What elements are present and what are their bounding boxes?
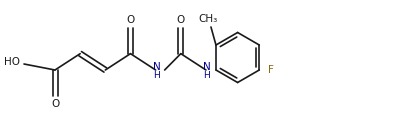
- Text: CH₃: CH₃: [198, 14, 217, 24]
- Text: O: O: [51, 99, 59, 109]
- Text: F: F: [268, 65, 274, 75]
- Text: H: H: [153, 70, 160, 79]
- Text: O: O: [126, 15, 134, 25]
- Text: O: O: [177, 15, 185, 25]
- Text: N: N: [153, 62, 160, 72]
- Text: N: N: [203, 62, 211, 72]
- Text: HO: HO: [4, 57, 20, 67]
- Text: H: H: [204, 70, 210, 79]
